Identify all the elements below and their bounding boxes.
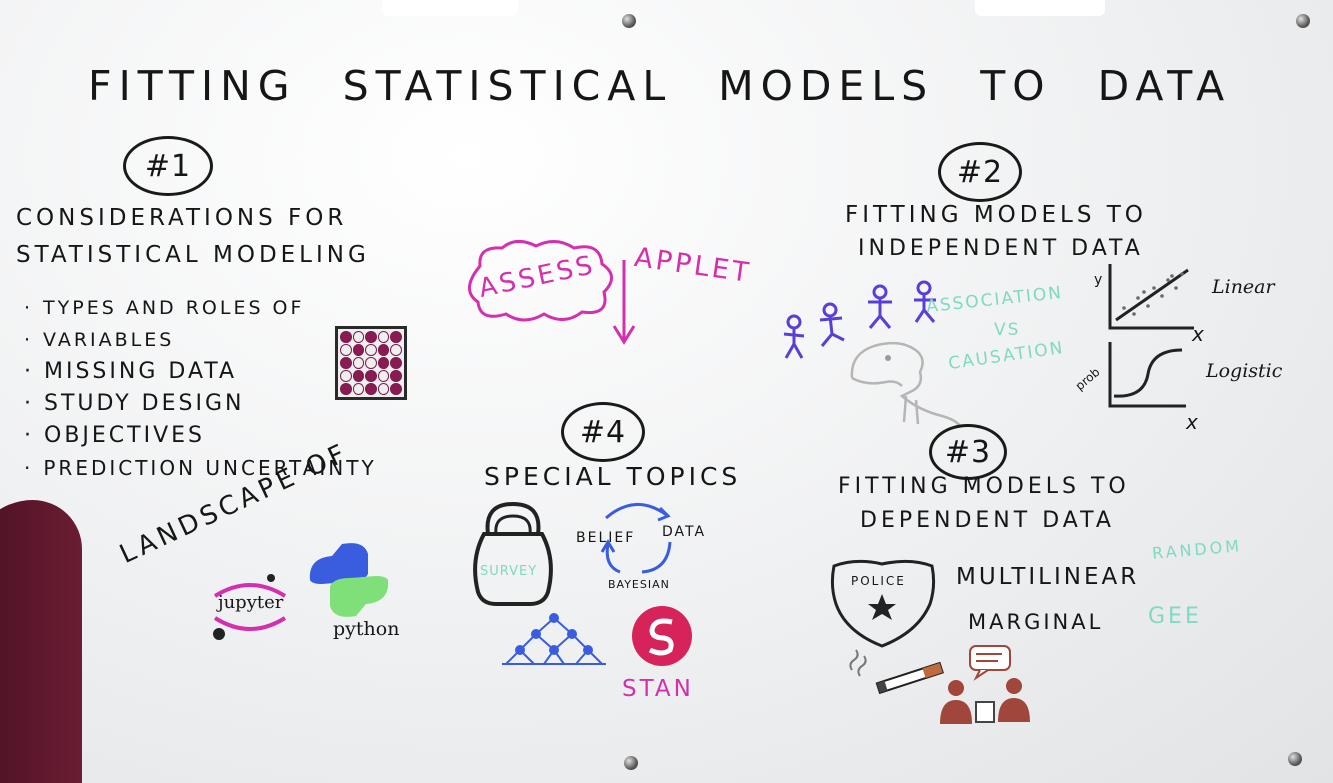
bullet-item: MISSING DATA [24,356,377,388]
section2-heading-line2: INDEPENDENT DATA [858,236,1144,261]
police-badge-icon [830,559,936,648]
ceiling-light-reflection [382,0,518,16]
bayesian-cycle-arrows-icon [600,503,672,574]
applet-text: APPLET [632,241,754,290]
police-label: POLICE [851,574,906,588]
section3-number: #3 [929,424,1007,480]
screw-icon [622,14,636,28]
stick-figures-icon [783,280,936,359]
section4-number: #4 [561,402,645,462]
logistic-plot-icon [1108,342,1186,408]
jupyter-label: jupyter [218,592,284,613]
cigarette-icon [849,649,944,694]
section3-heading-line2: DEPENDENT DATA [860,508,1115,533]
bullet-item: STUDY DESIGN [24,388,377,420]
stan-label: STAN [622,676,694,702]
bayesian-label: BAYESIAN [608,578,670,591]
bullet-item: VARIABLES [24,324,377,356]
linear-label: Linear [1212,276,1275,298]
network-icon [502,613,606,665]
board-title: FITTING STATISTICAL MODELS TO DATA [88,62,1232,110]
bullet-item: OBJECTIVES [24,420,377,452]
multilinear-label: MULTILINEAR [956,564,1140,590]
screw-icon [1296,14,1310,28]
arrow-down-icon [612,260,636,345]
section1-heading-line1: CONSIDERATIONS FOR [16,205,348,231]
jupyter-logo-icon [213,574,287,640]
marginal-label: MARGINAL [968,610,1104,634]
person-shoulder [0,500,82,783]
section3-heading-line1: FITTING MODELS TO [838,474,1130,499]
python-logo-icon [309,543,389,617]
section1-number: #1 [123,136,213,196]
linear-plot-icon [1108,264,1194,330]
x-axis-label-logistic: x [1186,410,1198,434]
section1-heading-line2: STATISTICAL MODELING [16,242,370,268]
section4-heading: SPECIAL TOPICS [484,462,742,491]
logistic-label: Logistic [1206,360,1283,382]
section2-heading-line1: FITTING MODELS TO [845,202,1147,228]
conversation-icon [940,645,1030,724]
association-text: ASSOCIATION [925,282,1064,318]
belief-label: BELIEF [576,530,636,546]
dinosaur-icon [850,341,962,427]
survey-label: SURVEY [480,564,538,579]
screw-icon [624,756,638,770]
random-label: RANDOM [1151,536,1243,563]
data-label: DATA [662,524,707,540]
python-label: python [333,618,400,640]
grid-icon [335,326,407,400]
prob-axis-label: prob [1072,364,1103,394]
y-axis-label: y [1094,272,1103,288]
section2-number: #2 [938,142,1022,202]
bullet-item: PREDICTION UNCERTAINTY [24,452,377,484]
x-axis-label: x [1192,322,1204,346]
bullet-item: TYPES AND ROLES OF [24,292,377,324]
gee-label: GEE [1148,604,1202,629]
screw-icon [1288,752,1302,766]
ceiling-light-reflection [975,0,1105,16]
vs-text: VS [994,320,1021,340]
kettlebell-icon [473,501,553,606]
section1-bullet-list: TYPES AND ROLES OF VARIABLES MISSING DAT… [24,292,377,484]
stan-logo-icon [632,606,692,666]
assess-cloud-icon [468,240,613,322]
